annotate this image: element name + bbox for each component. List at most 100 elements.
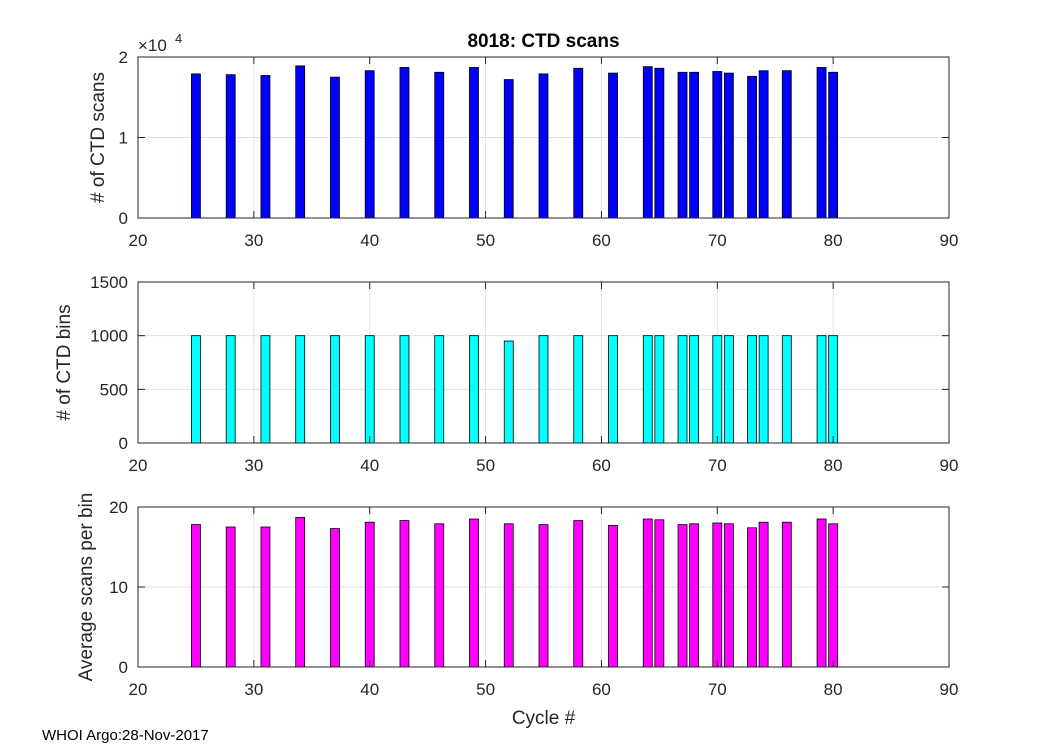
- panel2-axes-box: [137, 281, 950, 444]
- panel3-bar-80: [828, 523, 839, 668]
- panel2-bar-37: [330, 335, 340, 444]
- panel3-bar-31: [260, 526, 271, 668]
- panel2-bar-58: [573, 335, 584, 444]
- panel1-bar-73: [747, 75, 757, 219]
- panel2-xtick-label-70: 70: [708, 456, 727, 475]
- panel3-bar-25: [191, 524, 201, 668]
- panel1-xtick-label-50: 50: [476, 231, 495, 250]
- panel1-ytick-label-20000: 2: [119, 48, 128, 67]
- panel1-bar-31: [260, 75, 271, 219]
- panel3-ylabel: Average scans per bin: [76, 493, 97, 682]
- panel1-xtick-label-90: 90: [940, 231, 959, 250]
- panel1-bar-80: [828, 71, 839, 219]
- panel3-bar-40: [364, 521, 375, 668]
- panel1-ytick-label-10000: 1: [119, 129, 128, 148]
- panel3-bar-67: [677, 524, 688, 668]
- panel1-bar-76: [781, 70, 792, 219]
- panel3-bar-34: [295, 517, 306, 668]
- panel1-bar-49: [469, 67, 479, 219]
- panel1-bar-28: [225, 74, 236, 219]
- panel2-bar-34: [295, 335, 306, 444]
- panel2-ylabel: # of CTD bins: [54, 304, 75, 420]
- panel2-bar-74: [758, 335, 769, 444]
- panel2-xtick-label-60: 60: [592, 456, 611, 475]
- panel3-bar-71: [723, 523, 734, 668]
- panel3-bar-79: [816, 518, 827, 668]
- panel2-xtick-label-50: 50: [476, 456, 495, 475]
- panel3-bar-43: [399, 520, 410, 668]
- panel2-bar-31: [260, 335, 271, 444]
- panel1-bar-70: [712, 71, 723, 219]
- panel1-ytick-label-0: 0: [119, 209, 128, 228]
- panel1-bar-37: [330, 76, 340, 219]
- panel2-xtick-label-90: 90: [940, 456, 959, 475]
- panel1-bar-65: [654, 67, 665, 219]
- panel3-bar-46: [434, 523, 445, 668]
- panel3-bar-76: [781, 521, 792, 668]
- panel3-bar-73: [747, 527, 757, 668]
- panel1-bar-61: [608, 72, 618, 219]
- panel3-bar-65: [654, 519, 665, 668]
- panel1-ylabel: # of CTD scans: [88, 72, 109, 203]
- panel1-bar-79: [816, 67, 827, 219]
- panel2-ytick-label-1500: 1500: [90, 273, 128, 292]
- panel3-bar-61: [608, 525, 618, 668]
- panel1-xtick-label-60: 60: [592, 231, 611, 250]
- y-exponent-base: ×10: [138, 36, 167, 55]
- panel1-bar-43: [399, 67, 410, 219]
- panel2-bar-70: [712, 335, 723, 444]
- panel3-bar-52: [503, 523, 514, 668]
- panel3-bar-68: [689, 523, 700, 668]
- panel1-xtick-label-30: 30: [244, 231, 263, 250]
- panel2-ytick-label-0: 0: [119, 434, 128, 453]
- panel2-ytick-label-1000: 1000: [90, 327, 128, 346]
- panel3-xtick-label-40: 40: [360, 680, 379, 699]
- panel1-bar-74: [758, 70, 769, 219]
- panel2-bar-28: [225, 335, 236, 444]
- panel3-bar-74: [758, 521, 769, 668]
- x-axis-label: Cycle #: [512, 708, 576, 729]
- panel1-xtick-label-70: 70: [708, 231, 727, 250]
- panel2-bar-76: [781, 335, 792, 444]
- panel3-ytick-label-10: 10: [109, 578, 128, 597]
- panel2-bar-65: [654, 335, 665, 444]
- panel2-xtick-label-20: 20: [129, 456, 148, 475]
- panel3-xtick-label-50: 50: [476, 680, 495, 699]
- panel3-bar-49: [469, 518, 479, 668]
- footer-credit: WHOI Argo:28-Nov-2017: [42, 727, 209, 744]
- panel1-xtick-label-40: 40: [360, 231, 379, 250]
- panel2-xtick-label-80: 80: [824, 456, 843, 475]
- panel1-bar-68: [689, 71, 700, 219]
- panel2-xtick-label-30: 30: [244, 456, 263, 475]
- panel1-bar-55: [538, 73, 549, 219]
- panel3-bar-70: [712, 522, 723, 668]
- panel1-bar-52: [503, 79, 514, 219]
- panel3-bar-37: [330, 528, 340, 668]
- panel3-ytick-label-0: 0: [119, 658, 128, 677]
- panel3-bar-64: [642, 518, 653, 668]
- panel3-ytick-label-20: 20: [109, 498, 128, 517]
- panel3-xtick-label-70: 70: [708, 680, 727, 699]
- panel3-xtick-label-90: 90: [940, 680, 959, 699]
- panel3-xtick-label-20: 20: [129, 680, 148, 699]
- panel1-xtick-label-20: 20: [129, 231, 148, 250]
- panel2-bar-79: [816, 335, 827, 444]
- panel3-xtick-label-30: 30: [244, 680, 263, 699]
- panel1-bar-58: [573, 67, 584, 219]
- panel2-bar-73: [747, 335, 757, 444]
- panel1-bar-64: [642, 66, 653, 219]
- panel3-bar-28: [225, 526, 236, 668]
- panel2-ytick-label-500: 500: [100, 380, 128, 399]
- panel2-bar-40: [364, 335, 375, 444]
- panel2-bar-71: [723, 335, 734, 444]
- panel2-bar-55: [538, 335, 549, 444]
- panel1-bar-25: [191, 73, 201, 219]
- panel1-bar-46: [434, 71, 445, 219]
- panel2-bar-68: [689, 335, 700, 444]
- panel3-xtick-label-60: 60: [592, 680, 611, 699]
- y-exponent-power: 4: [175, 31, 182, 46]
- panel2-bar-80: [828, 335, 839, 444]
- panel3-xtick-label-80: 80: [824, 680, 843, 699]
- panel2-bar-64: [642, 335, 653, 444]
